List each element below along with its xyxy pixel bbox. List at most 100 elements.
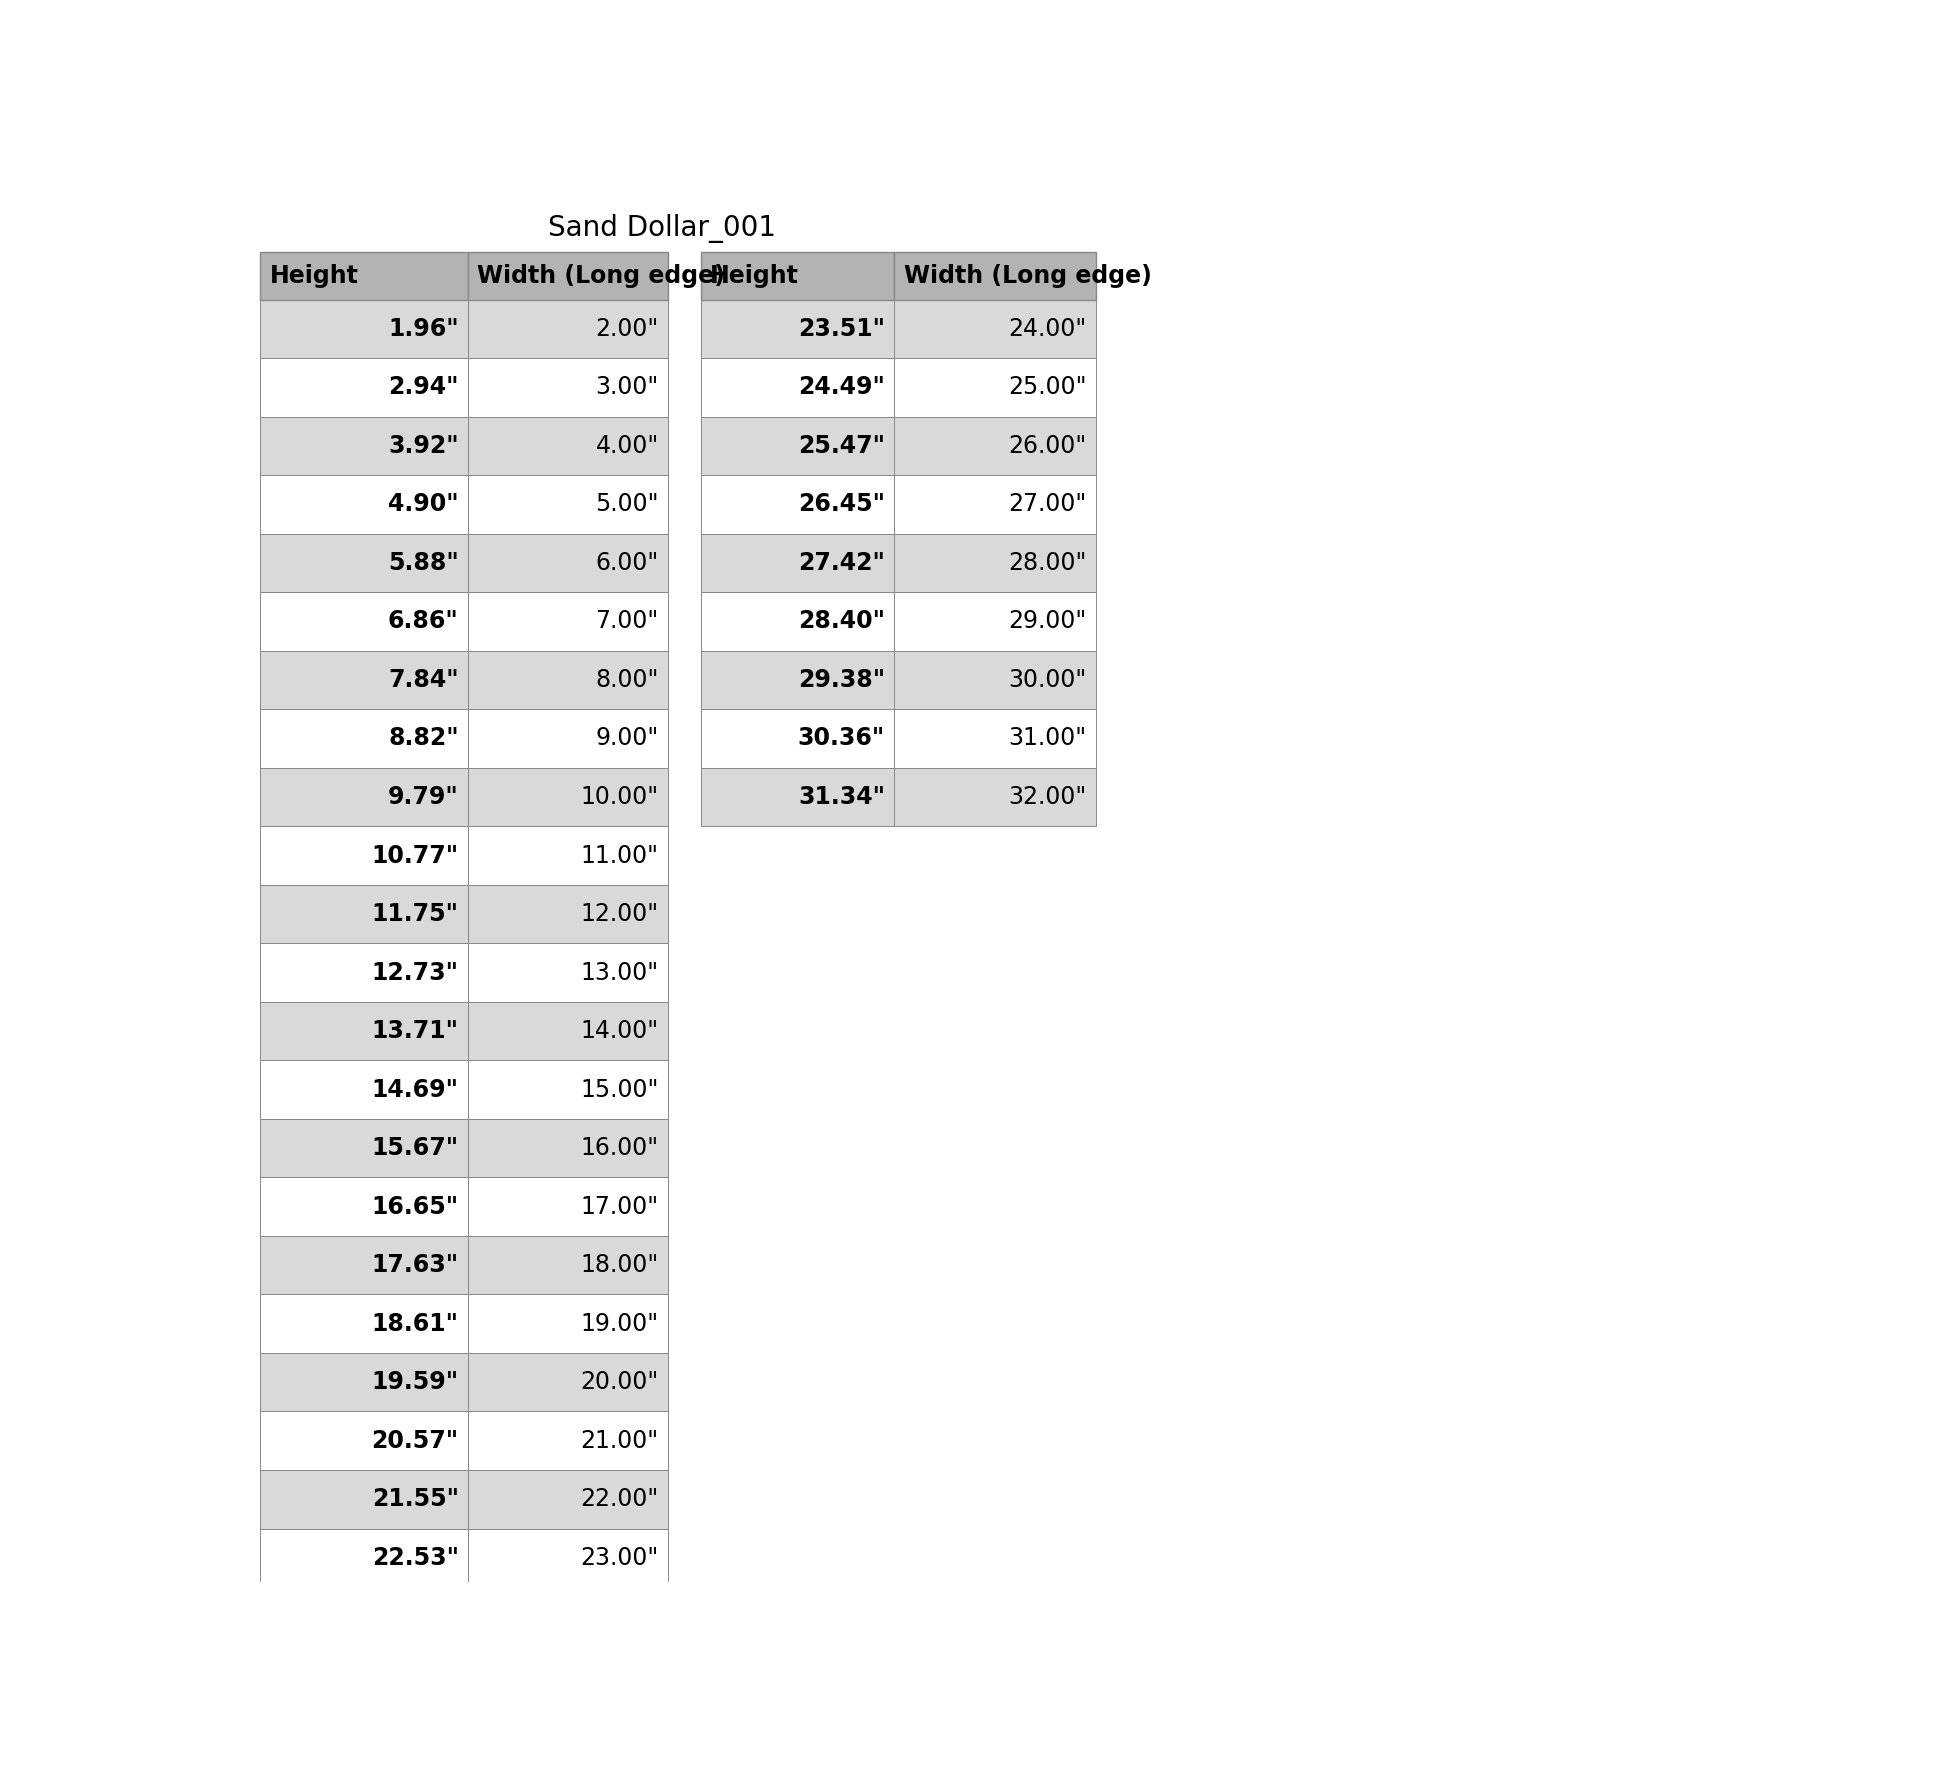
Bar	[467, 768, 667, 827]
Bar	[261, 416, 467, 475]
Text: 16.65": 16.65"	[372, 1195, 459, 1218]
Text: 26.00": 26.00"	[1008, 434, 1086, 459]
Bar	[261, 252, 467, 300]
Text: 8.82": 8.82"	[387, 727, 459, 750]
Bar	[261, 1001, 467, 1060]
Bar	[467, 416, 667, 475]
Bar	[467, 300, 667, 357]
Text: 17.63": 17.63"	[372, 1253, 459, 1277]
Text: 25.00": 25.00"	[1008, 375, 1086, 400]
Text: 27.42": 27.42"	[798, 551, 885, 574]
Text: 9.00": 9.00"	[595, 727, 658, 750]
Text: 28.00": 28.00"	[1008, 551, 1086, 574]
Text: 11.00": 11.00"	[580, 843, 658, 868]
Text: 10.00": 10.00"	[580, 786, 658, 809]
Bar	[895, 475, 1096, 533]
Bar	[895, 533, 1096, 592]
Bar	[261, 300, 467, 357]
Text: 2.00": 2.00"	[595, 316, 658, 341]
Bar	[895, 709, 1096, 768]
Bar	[467, 1118, 667, 1177]
Text: 9.79": 9.79"	[387, 786, 459, 809]
Text: Height: Height	[710, 263, 798, 288]
Bar	[895, 592, 1096, 651]
Bar	[261, 1529, 467, 1588]
Bar	[261, 827, 467, 885]
Text: 22.53": 22.53"	[372, 1545, 459, 1570]
Text: 25.47": 25.47"	[798, 434, 885, 459]
Bar	[261, 475, 467, 533]
Bar	[701, 252, 895, 300]
Text: 3.00": 3.00"	[595, 375, 658, 400]
Bar	[701, 475, 895, 533]
Text: 21.00": 21.00"	[580, 1430, 658, 1453]
Text: 18.00": 18.00"	[580, 1253, 658, 1277]
Bar	[261, 885, 467, 944]
Text: 19.00": 19.00"	[580, 1312, 658, 1335]
Bar	[261, 1294, 467, 1353]
Text: 24.00": 24.00"	[1008, 316, 1086, 341]
Bar	[467, 651, 667, 709]
Text: 18.61": 18.61"	[372, 1312, 459, 1335]
Text: 5.00": 5.00"	[595, 493, 658, 516]
Bar	[701, 592, 895, 651]
Bar	[895, 252, 1096, 300]
Text: 15.67": 15.67"	[372, 1136, 459, 1159]
Text: 14.69": 14.69"	[372, 1077, 459, 1102]
Bar	[261, 592, 467, 651]
Text: 24.49": 24.49"	[798, 375, 885, 400]
Text: 23.51": 23.51"	[798, 316, 885, 341]
Bar	[701, 709, 895, 768]
Bar	[467, 944, 667, 1001]
Text: 17.00": 17.00"	[580, 1195, 658, 1218]
Text: 20.00": 20.00"	[580, 1371, 658, 1394]
Bar	[701, 533, 895, 592]
Bar	[467, 1177, 667, 1236]
Text: 30.36": 30.36"	[798, 727, 885, 750]
Bar	[261, 533, 467, 592]
Bar	[467, 1529, 667, 1588]
Bar	[467, 1294, 667, 1353]
Bar	[261, 651, 467, 709]
Text: 31.00": 31.00"	[1008, 727, 1086, 750]
Bar	[467, 475, 667, 533]
Bar	[261, 1236, 467, 1294]
Text: 7.84": 7.84"	[387, 669, 459, 692]
Text: 29.38": 29.38"	[798, 669, 885, 692]
Bar	[701, 768, 895, 827]
Bar	[701, 357, 895, 416]
Text: 5.88": 5.88"	[387, 551, 459, 574]
Text: Sand Dollar_001: Sand Dollar_001	[547, 215, 776, 244]
Bar	[895, 357, 1096, 416]
Bar	[261, 1060, 467, 1118]
Bar	[467, 709, 667, 768]
Bar	[895, 300, 1096, 357]
Text: 4.90": 4.90"	[387, 493, 459, 516]
Bar	[467, 357, 667, 416]
Text: 10.77": 10.77"	[372, 843, 459, 868]
Text: 16.00": 16.00"	[580, 1136, 658, 1159]
Text: 6.00": 6.00"	[595, 551, 658, 574]
Text: Width (Long edge): Width (Long edge)	[903, 263, 1152, 288]
Text: 2.94": 2.94"	[387, 375, 459, 400]
Bar	[701, 651, 895, 709]
Text: 31.34": 31.34"	[798, 786, 885, 809]
Bar	[261, 357, 467, 416]
Text: 28.40": 28.40"	[798, 610, 885, 633]
Bar	[467, 533, 667, 592]
Text: 6.86": 6.86"	[387, 610, 459, 633]
Text: 26.45": 26.45"	[798, 493, 885, 516]
Text: 12.73": 12.73"	[372, 960, 459, 985]
Text: 7.00": 7.00"	[595, 610, 658, 633]
Text: 30.00": 30.00"	[1008, 669, 1086, 692]
Text: Height: Height	[270, 263, 358, 288]
Text: 11.75": 11.75"	[372, 901, 459, 926]
Text: 4.00": 4.00"	[595, 434, 658, 459]
Bar	[701, 416, 895, 475]
Text: 3.92": 3.92"	[387, 434, 459, 459]
Text: 23.00": 23.00"	[580, 1545, 658, 1570]
Text: 12.00": 12.00"	[580, 901, 658, 926]
Bar	[895, 651, 1096, 709]
Text: 8.00": 8.00"	[595, 669, 658, 692]
Text: 19.59": 19.59"	[372, 1371, 459, 1394]
